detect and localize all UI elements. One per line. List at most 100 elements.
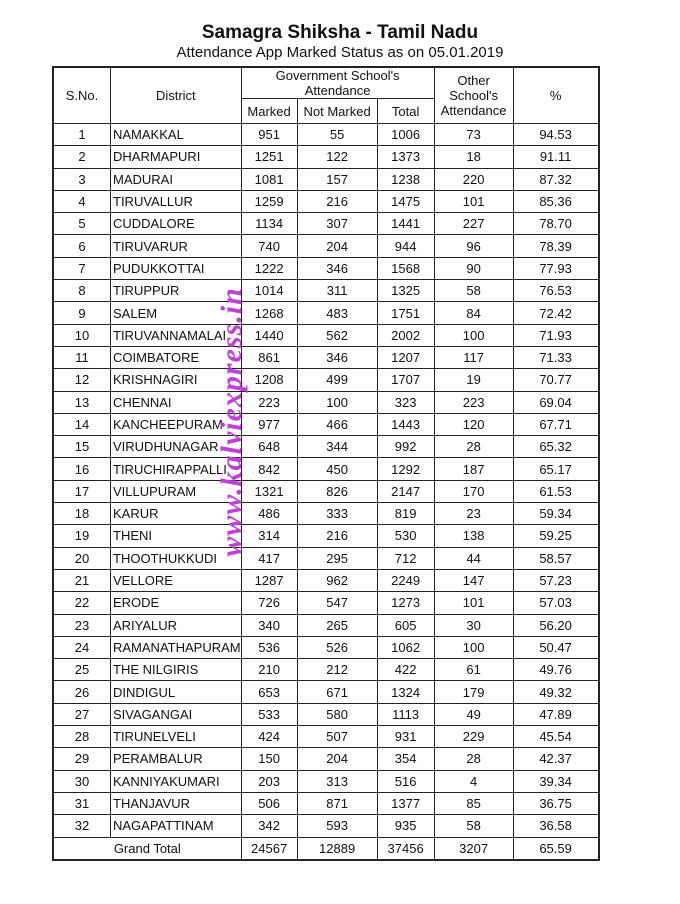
cell-not-marked: 265: [296, 613, 378, 637]
cell-marked: 648: [240, 435, 298, 459]
cell-other: 73: [433, 122, 514, 147]
cell-percent: 47.89: [512, 702, 600, 727]
cell-percent: 77.93: [512, 256, 600, 281]
cell-sno: 11: [52, 345, 111, 370]
cell-sno: 5: [52, 212, 111, 236]
cell-district: CUDDALORE: [110, 212, 242, 236]
cell-sno: 10: [52, 323, 111, 347]
cell-percent: 78.39: [512, 234, 600, 258]
cell-total: 1373: [376, 145, 435, 169]
attendance-table: S.No. District Government School's Atten…: [52, 66, 600, 861]
cell-not-marked: 871: [296, 791, 378, 816]
table-row: 28 TIRUNELVELI 424 507 931 229 45.54: [52, 725, 600, 749]
cell-sno: 7: [52, 256, 111, 281]
cell-percent: 59.25: [512, 524, 600, 548]
table-row: 23 ARIYALUR 340 265 605 30 56.20: [52, 613, 600, 637]
cell-marked: 210: [240, 658, 298, 682]
table-row: 22 ERODE 726 547 1273 101 57.03: [52, 591, 600, 615]
table-row: 30 KANNIYAKUMARI 203 313 516 4 39.34: [52, 769, 600, 793]
cell-marked: 203: [240, 769, 298, 793]
cell-sno: 16: [52, 457, 111, 481]
cell-total: 2002: [376, 323, 435, 347]
cell-percent: 65.32: [512, 435, 600, 459]
cell-other: 147: [433, 568, 514, 593]
table-row: 4 TIRUVALLUR 1259 216 1475 101 85.36: [52, 189, 600, 214]
table-row: 20 THOOTHUKKUDI 417 295 712 44 58.57: [52, 546, 600, 570]
cell-total: 1325: [376, 279, 435, 303]
cell-other: 44: [433, 546, 514, 570]
cell-percent: 36.75: [512, 791, 600, 816]
cell-sno: 14: [52, 412, 111, 437]
table-row: 27 SIVAGANGAI 533 580 1113 49 47.89: [52, 702, 600, 727]
header-district: District: [110, 66, 242, 124]
cell-total: 1568: [376, 256, 435, 281]
table-body: 1 NAMAKKAL 951 55 1006 73 94.53 2 DHARMAPURI 1251…: [52, 122, 600, 838]
cell-district: TIRUVARUR: [110, 234, 242, 258]
cell-total: 422: [376, 658, 435, 682]
grand-total-row: Grand Total 24567 12889 37456 3207 65.59: [52, 836, 600, 861]
cell-district: KARUR: [110, 502, 242, 526]
cell-other: 23: [433, 502, 514, 526]
table-row: 18 KARUR 486 333 819 23 59.34: [52, 502, 600, 526]
cell-marked: 340: [240, 613, 298, 637]
cell-not-marked: 526: [296, 635, 378, 660]
cell-percent: 36.58: [512, 814, 600, 838]
grand-total-other: 3207: [433, 836, 514, 861]
cell-percent: 78.70: [512, 212, 600, 236]
cell-total: 819: [376, 502, 435, 526]
cell-marked: 506: [240, 791, 298, 816]
cell-district: TIRUVALLUR: [110, 189, 242, 214]
cell-percent: 45.54: [512, 725, 600, 749]
cell-marked: 1287: [240, 568, 298, 593]
cell-not-marked: 295: [296, 546, 378, 570]
cell-district: PERAMBALUR: [110, 747, 242, 771]
cell-total: 1707: [376, 368, 435, 392]
cell-percent: 57.23: [512, 568, 600, 593]
table-row: 32 NAGAPATTINAM 342 593 935 58 36.58: [52, 814, 600, 838]
cell-district: SALEM: [110, 301, 242, 325]
cell-marked: 861: [240, 345, 298, 370]
header-total: Total: [376, 98, 435, 124]
cell-district: TIRUPPUR: [110, 279, 242, 303]
cell-not-marked: 962: [296, 568, 378, 593]
cell-marked: 424: [240, 725, 298, 749]
cell-marked: 1014: [240, 279, 298, 303]
cell-sno: 24: [52, 635, 111, 660]
cell-sno: 25: [52, 658, 111, 682]
cell-district: ARIYALUR: [110, 613, 242, 637]
cell-percent: 69.04: [512, 390, 600, 414]
table-row: 9 SALEM 1268 483 1751 84 72.42: [52, 301, 600, 325]
cell-not-marked: 562: [296, 323, 378, 347]
header-percent: %: [512, 66, 600, 124]
cell-total: 1443: [376, 412, 435, 437]
cell-sno: 3: [52, 167, 111, 191]
cell-sno: 28: [52, 725, 111, 749]
cell-district: THENI: [110, 524, 242, 548]
cell-total: 1377: [376, 791, 435, 816]
cell-sno: 32: [52, 814, 111, 838]
cell-other: 58: [433, 279, 514, 303]
cell-percent: 59.34: [512, 502, 600, 526]
table-row: 21 VELLORE 1287 962 2249 147 57.23: [52, 568, 600, 593]
grand-total-total: 37456: [376, 836, 435, 861]
cell-not-marked: 204: [296, 747, 378, 771]
cell-sno: 15: [52, 435, 111, 459]
cell-district: THE NILGIRIS: [110, 658, 242, 682]
cell-district: DHARMAPURI: [110, 145, 242, 169]
cell-not-marked: 311: [296, 279, 378, 303]
cell-other: 100: [433, 323, 514, 347]
table-row: 5 CUDDALORE 1134 307 1441 227 78.70: [52, 212, 600, 236]
cell-sno: 19: [52, 524, 111, 548]
cell-percent: 71.33: [512, 345, 600, 370]
cell-not-marked: 450: [296, 457, 378, 481]
cell-not-marked: 346: [296, 345, 378, 370]
cell-percent: 49.32: [512, 680, 600, 704]
cell-marked: 951: [240, 122, 298, 147]
cell-marked: 150: [240, 747, 298, 771]
cell-not-marked: 671: [296, 680, 378, 704]
cell-marked: 1251: [240, 145, 298, 169]
cell-not-marked: 55: [296, 122, 378, 147]
cell-marked: 977: [240, 412, 298, 437]
cell-total: 2249: [376, 568, 435, 593]
cell-district: THOOTHUKKUDI: [110, 546, 242, 570]
